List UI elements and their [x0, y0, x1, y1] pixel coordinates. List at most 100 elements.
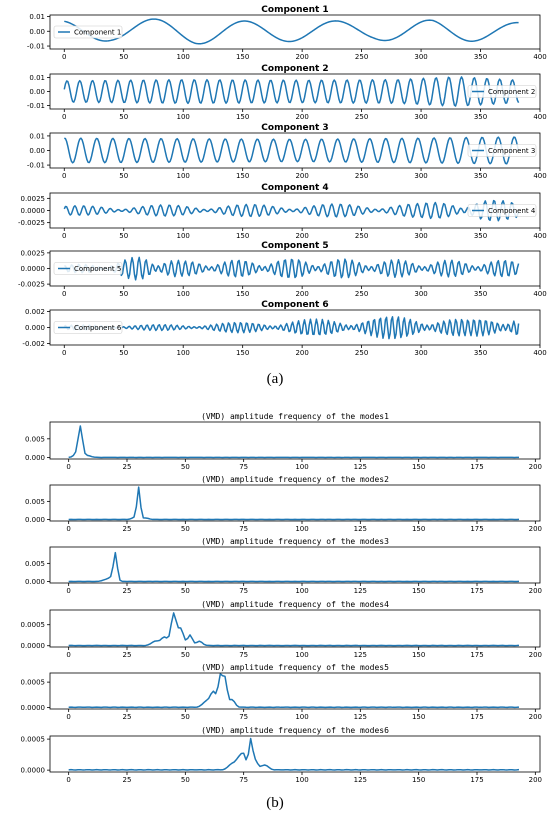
x-tick-label: 350: [474, 172, 487, 180]
panel-6: Component 6 0 50 100 150 200 250 300 350 400 0.002…: [22, 300, 546, 357]
panel-1: Component 1 0 50 100 150 200 250 300 350 400 0.01 0…: [27, 5, 547, 61]
x-tick-label: 250: [355, 232, 368, 240]
y-tick-label: -0.01: [27, 162, 45, 170]
x-tick-label: 200: [529, 651, 542, 659]
x-tick-label: 350: [474, 349, 487, 357]
series-line: [63, 76, 520, 107]
x-tick-label: 50: [119, 290, 128, 298]
x-tick-label: 150: [412, 713, 425, 721]
x-tick-label: 200: [529, 463, 542, 471]
y-tick-label: 0.0000: [21, 704, 46, 712]
y-tick-label: 0.000: [25, 454, 45, 462]
x-tick-label: 400: [533, 290, 546, 298]
x-tick-label: 200: [529, 713, 542, 721]
x-tick-label: 50: [181, 651, 190, 659]
caption-a: (a): [267, 371, 284, 387]
panel-5: Component 5 0 50 100 150 200 250 300 350 400 0.002…: [18, 241, 547, 298]
x-tick-label: 100: [295, 713, 308, 721]
axes-frame: [49, 735, 541, 773]
x-tick-label: 0: [66, 776, 70, 784]
y-tick-label: 0.0005: [21, 621, 46, 629]
series-line: [68, 673, 520, 709]
x-tick-label: 150: [236, 53, 249, 61]
legend: Component 4: [467, 204, 537, 217]
panel-title: Component 1: [261, 5, 328, 15]
x-tick-label: 200: [295, 172, 308, 180]
x-tick-label: 75: [239, 525, 248, 533]
x-tick-label: 0: [66, 651, 70, 659]
panel-title: Component 6: [261, 300, 328, 310]
y-tick-label: -0.0025: [18, 281, 45, 289]
panel-10: (VMD) amplitude frequency of the modes4 0…: [21, 600, 543, 659]
panel-3: Component 3 0 50 100 150 200 250 300 350 400 0.01 0…: [27, 123, 547, 180]
series-line: [64, 18, 519, 45]
x-tick-label: 50: [119, 113, 128, 121]
legend-label: Component 3: [488, 147, 535, 155]
x-tick-label: 75: [239, 651, 248, 659]
legend-box: [467, 144, 537, 157]
x-tick-label: 100: [177, 172, 190, 180]
x-tick-label: 150: [236, 172, 249, 180]
x-tick-label: 300: [414, 172, 427, 180]
y-tick-label: 0.005: [25, 498, 45, 506]
x-tick-label: 50: [119, 53, 128, 61]
x-tick-label: 400: [533, 232, 546, 240]
x-tick-label: 50: [181, 525, 190, 533]
panel-8: (VMD) amplitude frequency of the modes2 0…: [25, 475, 542, 533]
x-tick-label: 0: [66, 713, 70, 721]
x-tick-label: 300: [414, 113, 427, 121]
y-tick-label: 0.0000: [21, 767, 46, 775]
y-tick-label: -0.0025: [18, 219, 45, 227]
x-tick-label: 350: [474, 53, 487, 61]
legend: Component 6: [53, 321, 123, 334]
y-tick-label: 0.0000: [21, 642, 46, 650]
x-tick-label: 100: [177, 113, 190, 121]
x-tick-label: 200: [295, 290, 308, 298]
x-tick-label: 250: [355, 113, 368, 121]
x-tick-label: 75: [239, 463, 248, 471]
legend-label: Component 5: [74, 265, 121, 273]
y-tick-label: 0.01: [29, 132, 45, 140]
x-tick-label: 50: [181, 713, 190, 721]
y-tick-label: 0.00: [29, 147, 45, 155]
x-tick-label: 175: [470, 651, 483, 659]
y-tick-label: -0.01: [27, 102, 45, 110]
legend-box: [467, 204, 537, 217]
x-tick-label: 150: [412, 587, 425, 595]
x-tick-label: 175: [470, 587, 483, 595]
x-tick-label: 25: [123, 525, 132, 533]
x-tick-label: 100: [177, 349, 190, 357]
x-tick-label: 200: [295, 113, 308, 121]
y-tick-label: 0.0025: [21, 195, 46, 203]
y-tick-label: 0.01: [29, 74, 45, 82]
y-tick-label: 0.00: [29, 88, 45, 96]
y-tick-label: 0.01: [29, 13, 45, 21]
x-tick-label: 100: [295, 776, 308, 784]
x-tick-label: 125: [354, 713, 367, 721]
panel-title: (VMD) amplitude frequency of the modes4: [201, 600, 389, 609]
y-tick-label: 0.000: [25, 324, 45, 332]
x-tick-label: 150: [236, 113, 249, 121]
y-tick-label: 0.0000: [21, 265, 46, 273]
legend: Component 5: [53, 262, 123, 275]
x-tick-label: 25: [123, 463, 132, 471]
x-tick-label: 175: [470, 776, 483, 784]
x-tick-label: 50: [181, 587, 190, 595]
axes-frame: [49, 546, 541, 584]
x-tick-label: 350: [474, 232, 487, 240]
x-tick-label: 300: [414, 232, 427, 240]
x-tick-label: 200: [529, 776, 542, 784]
axes-frame: [49, 421, 541, 460]
legend-label: Component 6: [74, 324, 122, 332]
x-tick-label: 350: [474, 290, 487, 298]
y-tick-label: 0.0005: [21, 679, 46, 687]
x-tick-label: 50: [119, 232, 128, 240]
series-line: [68, 737, 520, 771]
x-tick-label: 125: [354, 463, 367, 471]
legend: Component 2: [467, 85, 537, 98]
axes-frame: [49, 14, 541, 50]
x-tick-label: 300: [414, 53, 427, 61]
x-tick-label: 100: [295, 651, 308, 659]
x-tick-label: 100: [177, 53, 190, 61]
